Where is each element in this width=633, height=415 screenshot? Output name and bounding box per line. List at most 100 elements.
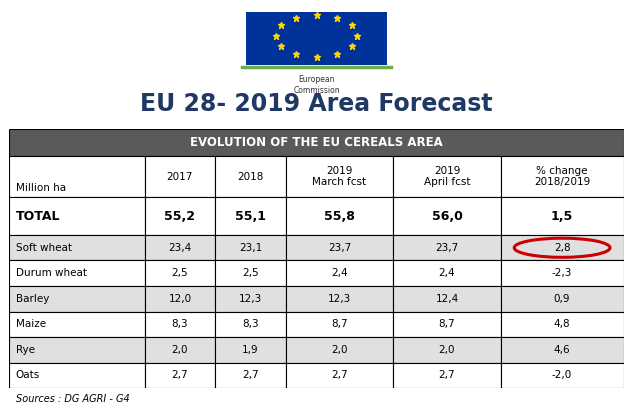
Text: -2,0: -2,0 (552, 370, 572, 380)
Text: 2,5: 2,5 (172, 268, 188, 278)
FancyBboxPatch shape (144, 312, 215, 337)
Text: 0,9: 0,9 (554, 294, 570, 304)
FancyBboxPatch shape (286, 156, 393, 198)
FancyBboxPatch shape (501, 337, 624, 363)
FancyBboxPatch shape (215, 198, 286, 235)
Text: 2,7: 2,7 (439, 370, 455, 380)
FancyBboxPatch shape (393, 156, 501, 198)
Text: 8,3: 8,3 (242, 319, 259, 329)
FancyBboxPatch shape (501, 261, 624, 286)
Text: 23,4: 23,4 (168, 243, 192, 253)
Text: 2,8: 2,8 (554, 243, 570, 253)
FancyBboxPatch shape (144, 286, 215, 312)
Text: EVOLUTION OF THE EU CEREALS AREA: EVOLUTION OF THE EU CEREALS AREA (190, 136, 443, 149)
FancyBboxPatch shape (286, 198, 393, 235)
Text: Commission: Commission (293, 86, 340, 95)
Text: 56,0: 56,0 (432, 210, 463, 223)
FancyBboxPatch shape (144, 235, 215, 261)
Text: TOTAL: TOTAL (16, 210, 60, 223)
FancyBboxPatch shape (215, 312, 286, 337)
Text: 2,0: 2,0 (331, 345, 348, 355)
FancyBboxPatch shape (144, 363, 215, 388)
FancyBboxPatch shape (215, 156, 286, 198)
FancyBboxPatch shape (286, 286, 393, 312)
Text: 8,7: 8,7 (439, 319, 455, 329)
FancyBboxPatch shape (393, 337, 501, 363)
FancyBboxPatch shape (286, 235, 393, 261)
Text: 2,7: 2,7 (242, 370, 259, 380)
Text: European: European (298, 75, 335, 84)
FancyBboxPatch shape (501, 312, 624, 337)
FancyBboxPatch shape (501, 156, 624, 198)
Text: 23,7: 23,7 (436, 243, 458, 253)
Text: 1,9: 1,9 (242, 345, 259, 355)
FancyBboxPatch shape (9, 156, 144, 198)
FancyBboxPatch shape (144, 261, 215, 286)
Text: 2,0: 2,0 (439, 345, 455, 355)
Text: 2,4: 2,4 (331, 268, 348, 278)
FancyBboxPatch shape (286, 312, 393, 337)
Text: Durum wheat: Durum wheat (16, 268, 87, 278)
Text: 55,1: 55,1 (235, 210, 266, 223)
FancyBboxPatch shape (9, 198, 144, 235)
Text: 2,7: 2,7 (172, 370, 188, 380)
FancyBboxPatch shape (393, 363, 501, 388)
FancyBboxPatch shape (393, 286, 501, 312)
Text: 12,3: 12,3 (328, 294, 351, 304)
Text: Barley: Barley (16, 294, 49, 304)
FancyBboxPatch shape (9, 261, 144, 286)
FancyBboxPatch shape (246, 12, 387, 65)
Text: EU 28- 2019 Area Forecast: EU 28- 2019 Area Forecast (140, 92, 493, 116)
Text: 2,4: 2,4 (439, 268, 455, 278)
FancyBboxPatch shape (9, 312, 144, 337)
Text: 8,7: 8,7 (331, 319, 348, 329)
FancyBboxPatch shape (215, 337, 286, 363)
FancyBboxPatch shape (144, 198, 215, 235)
FancyBboxPatch shape (9, 363, 144, 388)
Text: 2018: 2018 (237, 172, 264, 182)
Text: 2,7: 2,7 (331, 370, 348, 380)
Text: 55,2: 55,2 (165, 210, 196, 223)
Text: 2,5: 2,5 (242, 268, 259, 278)
Text: 12,4: 12,4 (436, 294, 458, 304)
FancyBboxPatch shape (393, 235, 501, 261)
FancyBboxPatch shape (215, 235, 286, 261)
FancyBboxPatch shape (393, 261, 501, 286)
Text: 12,0: 12,0 (168, 294, 191, 304)
FancyBboxPatch shape (393, 198, 501, 235)
FancyBboxPatch shape (286, 363, 393, 388)
FancyBboxPatch shape (9, 286, 144, 312)
Text: 2017: 2017 (166, 172, 193, 182)
Text: Oats: Oats (16, 370, 40, 380)
Text: 8,3: 8,3 (172, 319, 188, 329)
Text: 23,7: 23,7 (328, 243, 351, 253)
Text: 12,3: 12,3 (239, 294, 262, 304)
Text: 23,1: 23,1 (239, 243, 262, 253)
Text: Rye: Rye (16, 345, 35, 355)
Text: % change
2018/2019: % change 2018/2019 (534, 166, 590, 188)
Text: 2,0: 2,0 (172, 345, 188, 355)
FancyBboxPatch shape (501, 198, 624, 235)
FancyBboxPatch shape (9, 337, 144, 363)
Text: Maize: Maize (16, 319, 46, 329)
Text: 2019
April fcst: 2019 April fcst (423, 166, 470, 188)
FancyBboxPatch shape (501, 235, 624, 261)
FancyBboxPatch shape (393, 312, 501, 337)
FancyBboxPatch shape (286, 337, 393, 363)
FancyBboxPatch shape (144, 337, 215, 363)
Text: 4,6: 4,6 (554, 345, 570, 355)
FancyBboxPatch shape (286, 261, 393, 286)
Text: 55,8: 55,8 (324, 210, 355, 223)
Text: 1,5: 1,5 (551, 210, 573, 223)
Text: Soft wheat: Soft wheat (16, 243, 72, 253)
Text: Sources : DG AGRI - G4: Sources : DG AGRI - G4 (16, 394, 129, 404)
FancyBboxPatch shape (215, 261, 286, 286)
Text: 2019
March fcst: 2019 March fcst (313, 166, 367, 188)
FancyBboxPatch shape (9, 129, 624, 156)
FancyBboxPatch shape (215, 363, 286, 388)
Text: Million ha: Million ha (16, 183, 66, 193)
FancyBboxPatch shape (215, 286, 286, 312)
Text: 4,8: 4,8 (554, 319, 570, 329)
FancyBboxPatch shape (501, 363, 624, 388)
FancyBboxPatch shape (501, 286, 624, 312)
